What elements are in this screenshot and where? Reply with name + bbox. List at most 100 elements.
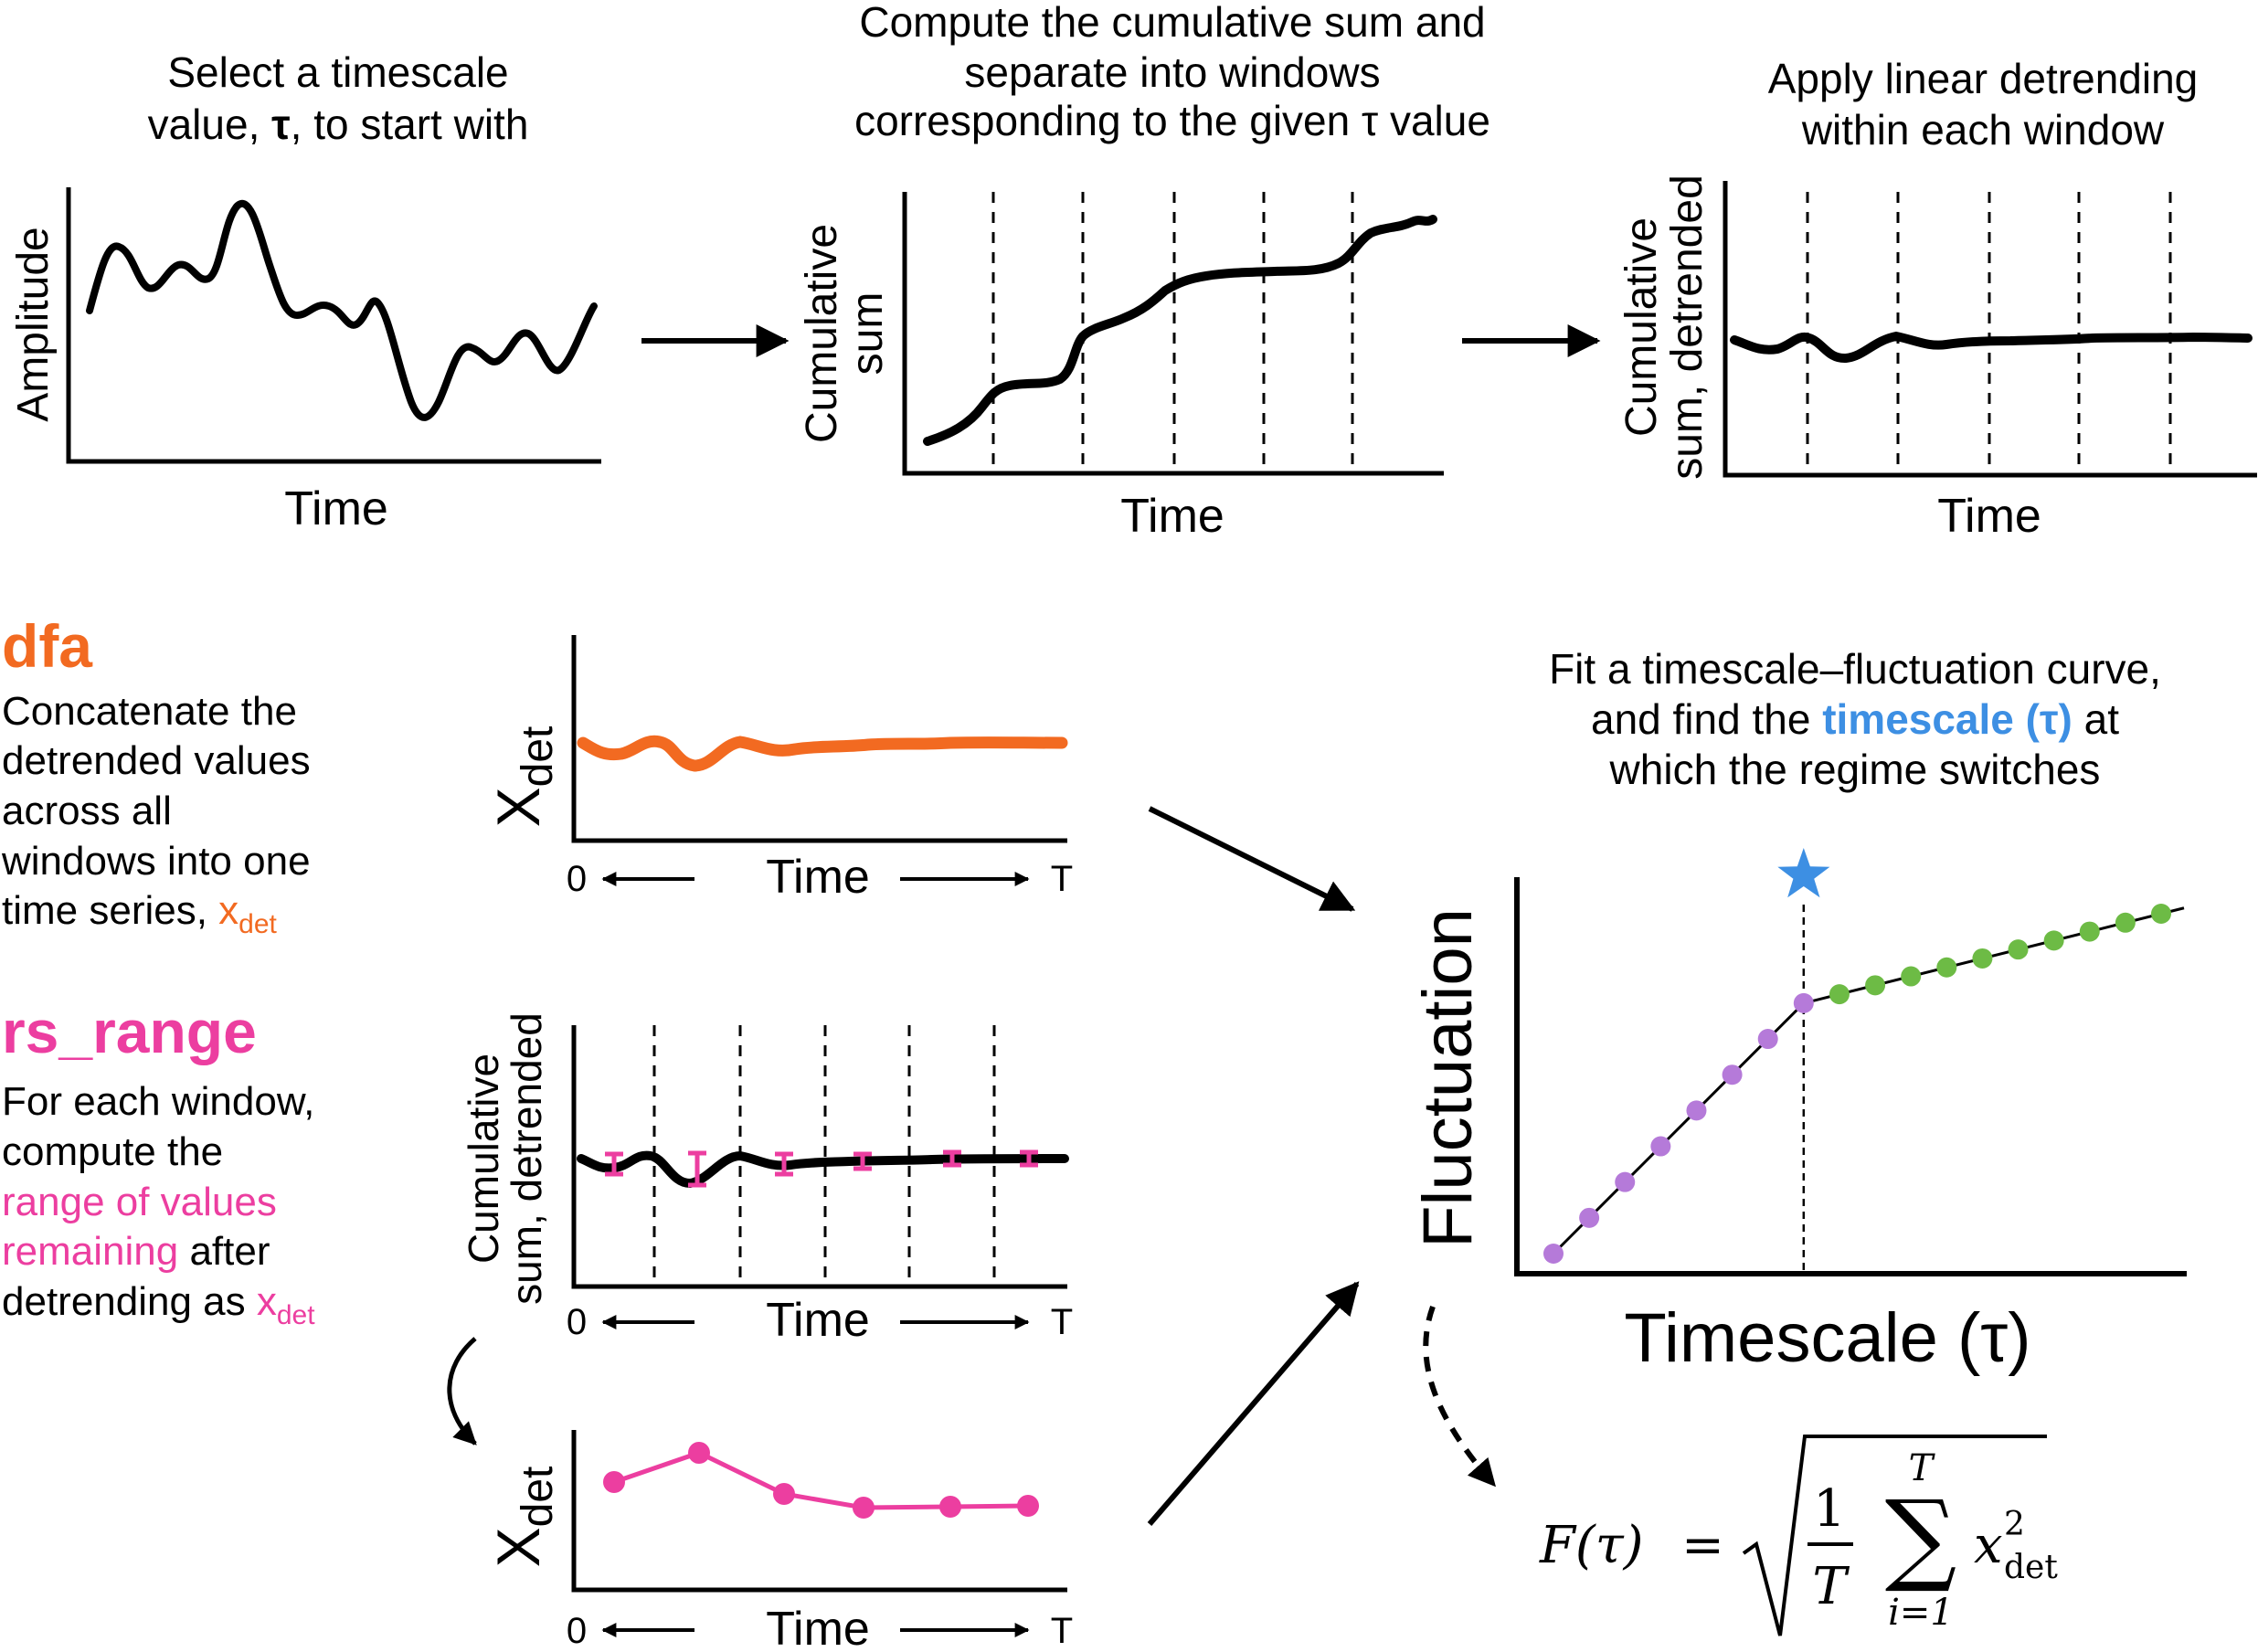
rs-xaxis-label: Time bbox=[766, 1294, 870, 1347]
formula-lhs: F(τ) bbox=[1539, 1516, 1644, 1575]
cumsum-xlabel: Time bbox=[1120, 490, 1224, 543]
step3-line1: Apply linear detrending bbox=[1768, 55, 2199, 102]
cumsum-axes bbox=[902, 192, 1444, 476]
rs-range-line1: For each window, bbox=[2, 1079, 314, 1124]
arrow-dfa-to-fit bbox=[1148, 806, 1356, 912]
fit-xlabel: Timescale (τ) bbox=[1624, 1299, 2030, 1377]
curved-arrow-to-range-panel bbox=[447, 1337, 477, 1446]
dfa-title: dfa bbox=[2, 612, 93, 680]
rs-series bbox=[577, 1150, 1069, 1189]
fit-point bbox=[1543, 1244, 1564, 1264]
step2-line1: Compute the cumulative sum and bbox=[859, 0, 1485, 46]
amplitude-axes bbox=[66, 187, 601, 464]
step3-line2: within each window bbox=[1801, 106, 2165, 154]
breakpoint-star-icon bbox=[1777, 848, 1830, 898]
fit-point bbox=[2115, 912, 2136, 933]
rs-ylabel-line1: Cumulative bbox=[460, 1054, 507, 1264]
dfa-desc-line5: time series, xdet bbox=[2, 888, 278, 939]
fit-point bbox=[1865, 975, 1886, 996]
fit-point bbox=[1972, 948, 1993, 969]
step3-caption: Apply linear detrending within each wind… bbox=[1768, 55, 2199, 154]
dfa-desc-line1: Concatenate the bbox=[2, 689, 297, 734]
formula-sum-lower: i=1 bbox=[1888, 1592, 1954, 1634]
fit-point bbox=[1757, 1029, 1778, 1050]
step1-line1: Select a timescale bbox=[167, 48, 508, 96]
step2-line3: corresponding to the given τ value bbox=[854, 97, 1490, 144]
rs-range-line2: compute the bbox=[2, 1129, 223, 1174]
rs-axes bbox=[571, 1025, 1067, 1289]
fit-point bbox=[2043, 930, 2064, 951]
formula-numerator: 1 bbox=[1813, 1479, 1846, 1539]
fit-caption: Fit a timescale–fluctuation curve, and f… bbox=[1549, 645, 2161, 793]
cumsum-curve bbox=[923, 215, 1437, 446]
cumsum-ylabel-line1: Cumulative bbox=[798, 224, 846, 443]
formula-equals: = bbox=[1681, 1516, 1724, 1575]
fit-point bbox=[1936, 957, 1957, 978]
dfa-axes bbox=[571, 635, 1067, 843]
formula-exponent: 2 bbox=[2004, 1506, 2025, 1543]
rs-xaxis-end: T bbox=[1051, 1302, 1073, 1342]
range-xdet-panel: Xdet 0 Time T bbox=[484, 1430, 1073, 1652]
formula-sum-upper: T bbox=[1909, 1447, 1936, 1489]
range-point bbox=[939, 1496, 961, 1518]
formula-denominator: T bbox=[1812, 1557, 1850, 1616]
detrended-axes bbox=[1723, 181, 2257, 478]
amplitude-xlabel: Time bbox=[284, 482, 388, 535]
amplitude-panel: Amplitude Time bbox=[9, 187, 601, 535]
rs-range-description: rs_range For each window, compute the ra… bbox=[2, 998, 315, 1330]
fit-point bbox=[2008, 939, 2029, 960]
fit-point bbox=[1615, 1171, 1636, 1192]
dfa-xaxis-start: 0 bbox=[567, 859, 587, 899]
cumsum-panel: Cumulative sum Time bbox=[798, 192, 1444, 543]
rs-range-line4: remaining after bbox=[2, 1229, 270, 1274]
range-line bbox=[613, 1450, 1029, 1510]
step2-caption: Compute the cumulative sum and separate … bbox=[854, 0, 1490, 144]
rs-range-pink-line1: range of values bbox=[2, 1180, 277, 1224]
dfa-desc-line3: across all bbox=[2, 789, 172, 833]
rs-range-title: rs_range bbox=[2, 998, 257, 1065]
fit-title-line3: which the regime switches bbox=[1609, 746, 2101, 793]
range-xaxis-label: Time bbox=[766, 1603, 870, 1652]
amplitude-signal bbox=[86, 199, 598, 421]
step1-caption: Select a timescale value, τ, to start wi… bbox=[148, 48, 529, 148]
detrended-xlabel: Time bbox=[1937, 490, 2041, 543]
detrended-panel: Cumulative sum, detrended Time bbox=[1617, 175, 2257, 543]
fit-point bbox=[1901, 966, 1922, 987]
range-point bbox=[603, 1471, 625, 1493]
rs-xaxis-start: 0 bbox=[567, 1302, 587, 1342]
formula-var: x bbox=[1974, 1516, 2003, 1575]
rs-detrended-panel: Cumulative sum, detrended 0 Time T bbox=[460, 1012, 1073, 1347]
range-points bbox=[603, 1442, 1039, 1519]
range-point bbox=[853, 1497, 875, 1519]
fit-axes bbox=[1514, 877, 2187, 1276]
fit-point bbox=[1650, 1136, 1671, 1157]
detrended-ylabel-line2: sum, detrended bbox=[1663, 175, 1712, 480]
fit-point bbox=[1793, 992, 1814, 1013]
fit-point bbox=[1579, 1207, 1600, 1228]
range-ylabel: Xdet bbox=[484, 1467, 562, 1568]
range-axes bbox=[571, 1430, 1067, 1593]
rs-range-bars bbox=[605, 1149, 1038, 1188]
formula-sum-icon: ∑ bbox=[1885, 1478, 1957, 1595]
fit-ylabel: Fluctuation bbox=[1409, 908, 1487, 1248]
fit-chart: Fluctuation Timescale (τ) bbox=[1409, 848, 2187, 1377]
detrended-window-dividers bbox=[1806, 192, 2172, 472]
fit-title-line1: Fit a timescale–fluctuation curve, bbox=[1549, 645, 2161, 693]
step2-line2: separate into windows bbox=[964, 48, 1380, 96]
formula-subscript: det bbox=[2004, 1549, 2058, 1586]
amplitude-ylabel: Amplitude bbox=[9, 227, 58, 421]
cumsum-window-dividers bbox=[991, 192, 1354, 471]
range-xaxis-start: 0 bbox=[567, 1611, 587, 1651]
dfa-ylabel: Xdet bbox=[484, 726, 562, 828]
rs-range-line5: detrending as xdet bbox=[2, 1279, 315, 1330]
range-point bbox=[1017, 1495, 1039, 1517]
fit-point bbox=[1686, 1100, 1707, 1121]
dfa-desc-line2: detrended values bbox=[2, 738, 311, 783]
range-point bbox=[773, 1483, 795, 1505]
formula-sqrt-sign bbox=[1742, 1435, 2047, 1636]
fit-point bbox=[1829, 984, 1850, 1005]
dfa-xdet-panel: Xdet 0 Time T bbox=[484, 635, 1073, 904]
fit-point bbox=[2151, 904, 2171, 924]
dfa-xaxis-label: Time bbox=[766, 851, 870, 904]
fit-title-line2: and find the timescale (τ) at bbox=[1591, 695, 2119, 743]
